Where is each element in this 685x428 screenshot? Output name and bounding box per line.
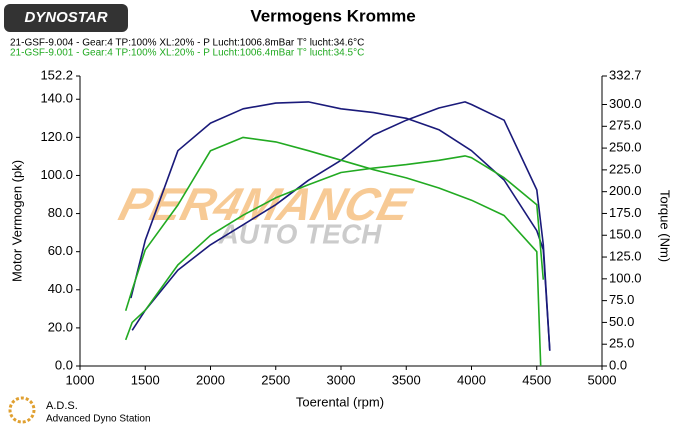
y2-tick-label: 250.0: [609, 140, 642, 155]
y2-axis-label: Torque (Nm): [658, 190, 673, 262]
y-tick-label: 152.2: [40, 67, 73, 82]
footer-subtitle: Advanced Dyno Station: [46, 414, 151, 425]
x-axis-label: Toerental (rpm): [296, 394, 384, 409]
y2-tick-label: 125.0: [609, 248, 642, 263]
y2-tick-label: 150.0: [609, 227, 642, 242]
y-tick-label: 140.0: [40, 91, 73, 106]
series-line: [131, 101, 551, 351]
y2-tick-label: 175.0: [609, 205, 642, 220]
x-tick-label: 1000: [66, 372, 95, 387]
y-tick-label: 120.0: [40, 129, 73, 144]
x-tick-label: 5000: [588, 372, 617, 387]
y2-tick-label: 0.0: [609, 357, 627, 372]
y2-tick-label: 275.0: [609, 118, 642, 133]
legend-entry: 21-GSF-9.001 - Gear:4 TP:100% XL:20% - P…: [10, 48, 364, 59]
y-tick-label: 0.0: [55, 357, 73, 372]
y2-tick-label: 25.0: [609, 336, 634, 351]
series-line: [124, 136, 542, 367]
y-tick-label: 40.0: [48, 281, 73, 296]
x-tick-label: 2500: [261, 372, 290, 387]
y2-tick-label: 75.0: [609, 292, 634, 307]
chart-title: Vermogens Kromme: [250, 6, 415, 25]
series-line: [130, 101, 551, 351]
y2-tick-label: 100.0: [609, 270, 642, 285]
y2-tick-label: 300.0: [609, 96, 642, 111]
y2-tick-label: 332.7: [609, 67, 642, 82]
footer-icon: [8, 396, 36, 424]
y-tick-label: 100.0: [40, 167, 73, 182]
footer-title: A.D.S.: [46, 400, 78, 412]
y-tick-label: 60.0: [48, 243, 73, 258]
y2-tick-label: 225.0: [609, 161, 642, 176]
x-tick-label: 1500: [131, 372, 160, 387]
y-tick-label: 20.0: [48, 319, 73, 334]
x-tick-label: 4500: [522, 372, 551, 387]
x-tick-label: 3000: [327, 372, 356, 387]
logo: DYNOSTAR: [24, 9, 107, 26]
x-tick-label: 4000: [457, 372, 486, 387]
series-line: [124, 155, 545, 341]
watermark: AUTO TECH: [218, 218, 383, 249]
y-tick-label: 80.0: [48, 205, 73, 220]
x-tick-label: 2000: [196, 372, 225, 387]
legend-entry: 21-GSF-9.004 - Gear:4 TP:100% XL:20% - P…: [10, 38, 364, 49]
y2-tick-label: 50.0: [609, 314, 634, 329]
x-tick-label: 3500: [392, 372, 421, 387]
logo-box: [4, 4, 128, 32]
y2-tick-label: 200.0: [609, 183, 642, 198]
y-axis-label: Motor Vermogen (pk): [9, 160, 24, 282]
